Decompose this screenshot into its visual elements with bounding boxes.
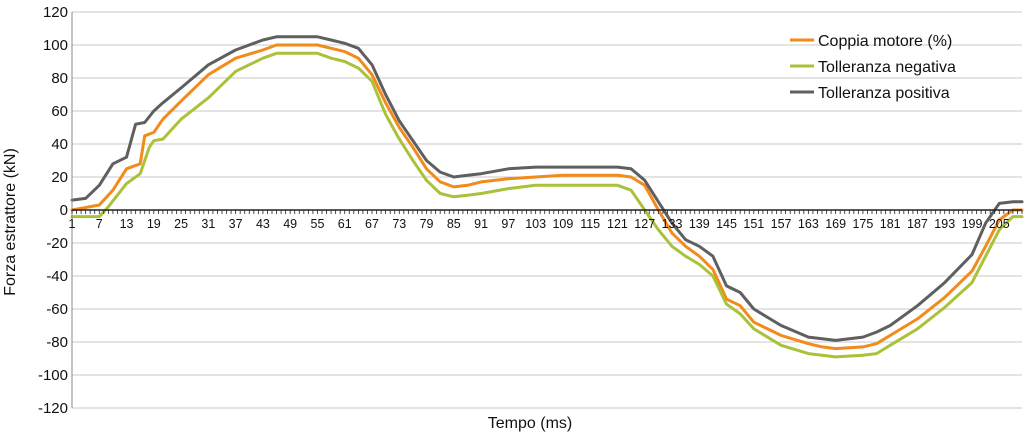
x-tick-label: 13 xyxy=(120,217,134,231)
series-line-2 xyxy=(70,51,1024,359)
x-tick-label: 79 xyxy=(420,217,434,231)
y-tick-label: 0 xyxy=(60,202,68,219)
x-tick-label: 175 xyxy=(852,217,873,231)
x-tick-label: 7 xyxy=(96,217,103,231)
y-tick-label: -80 xyxy=(46,334,68,351)
y-tick-label: -60 xyxy=(46,301,68,318)
y-tick-label: -40 xyxy=(46,268,68,285)
x-tick-label: 181 xyxy=(880,217,901,231)
x-tick-label: 133 xyxy=(662,217,683,231)
y-tick-label: 60 xyxy=(51,103,68,120)
y-tick-label: 20 xyxy=(51,169,68,186)
x-tick-label: 139 xyxy=(689,217,710,231)
series-line-1 xyxy=(70,43,1024,351)
y-tick-label: 120 xyxy=(43,4,68,21)
x-tick-label: 73 xyxy=(392,217,406,231)
x-tick-label: 49 xyxy=(283,217,297,231)
x-tick-label: 145 xyxy=(716,217,737,231)
y-tick-label: 40 xyxy=(51,136,68,153)
x-tick-label: 43 xyxy=(256,217,270,231)
x-tick-label: 163 xyxy=(798,217,819,231)
x-tick-label: 205 xyxy=(989,217,1010,231)
x-tick-label: 55 xyxy=(311,217,325,231)
x-tick-label: 97 xyxy=(501,217,515,231)
x-tick-label: 37 xyxy=(229,217,243,231)
x-tick-label: 31 xyxy=(201,217,215,231)
x-axis-title: Tempo (ms) xyxy=(488,415,572,432)
x-tick-label: 115 xyxy=(580,217,600,231)
y-tick-label: -20 xyxy=(46,235,68,252)
series-line-3 xyxy=(70,35,1024,342)
x-tick-label: 25 xyxy=(174,217,188,231)
series-layer xyxy=(70,35,1024,359)
x-tick-label: 157 xyxy=(771,217,792,231)
legend-label: Tolleranza negativa xyxy=(818,59,956,76)
x-tick-label: 121 xyxy=(607,217,628,231)
x-tick-label: 169 xyxy=(825,217,846,231)
x-tick-label: 85 xyxy=(447,217,461,231)
x-tick-label: 109 xyxy=(552,217,573,231)
x-tick-label: 1 xyxy=(69,217,76,231)
x-tick-label: 67 xyxy=(365,217,379,231)
legend: Coppia motore (%) Tolleranza negativa Toll… xyxy=(790,33,956,102)
y-tick-label: -100 xyxy=(38,367,68,384)
y-tick-label: 80 xyxy=(51,70,68,87)
x-tick-label: 127 xyxy=(634,217,655,231)
x-tick-label: 103 xyxy=(525,217,546,231)
x-tick-label: 193 xyxy=(934,217,955,231)
x-tick-label: 91 xyxy=(474,217,488,231)
y-axis-title: Forza estrattore (kN) xyxy=(2,148,19,296)
x-tick-label: 187 xyxy=(907,217,928,231)
y-tick-label: 100 xyxy=(43,37,68,54)
x-tick-label: 199 xyxy=(962,217,983,231)
x-tick-label: 61 xyxy=(338,217,352,231)
y-tick-label: -120 xyxy=(38,400,68,417)
x-tick-label: 19 xyxy=(147,217,161,231)
axis-layer: 120 100 80 60 40 20 0 -20 -40 -60 -80 -100 -120 1 7 13 1… xyxy=(38,4,1023,417)
x-tick-label: 151 xyxy=(743,217,764,231)
legend-label: Tolleranza positiva xyxy=(818,85,950,102)
legend-label: Coppia motore (%) xyxy=(818,33,952,50)
